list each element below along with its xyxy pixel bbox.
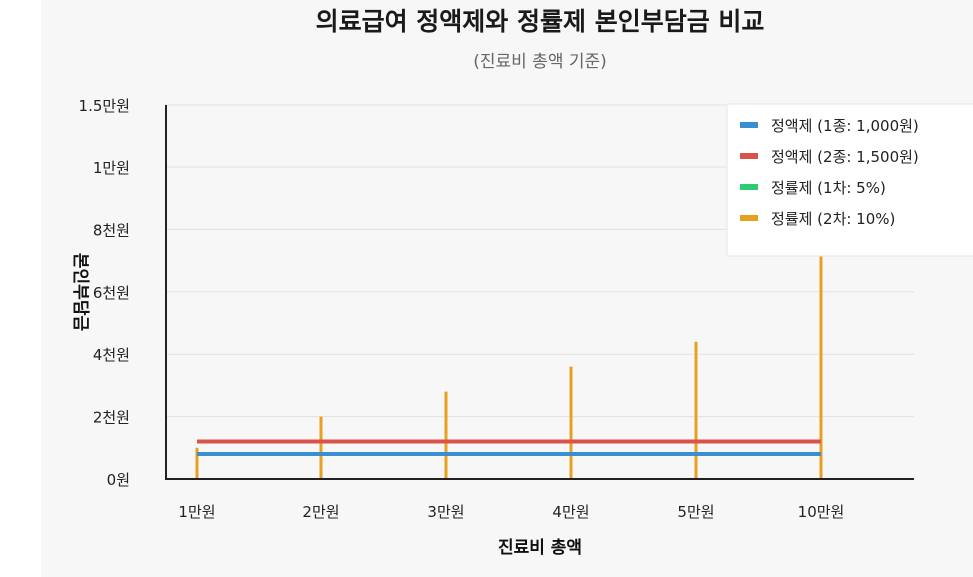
legend-swatch	[740, 153, 758, 159]
x-axis-title: 진료비 총액	[498, 538, 582, 558]
y-tick-label: 4천원	[93, 346, 130, 364]
legend-swatch	[740, 184, 758, 190]
chart-svg: 의료급여 정액제와 정률제 본인부담금 비교 (진료비 총액 기준) 0원 2천원…	[70, 7, 973, 558]
legend-label: 정액제 (1종: 1,000원)	[771, 117, 919, 135]
x-tick-label: 2만원	[302, 503, 339, 521]
legend: 정액제 (1종: 1,000원) 정액제 (2종: 1,500원) 정률제 (1차:…	[726, 103, 973, 257]
legend-swatch	[740, 122, 758, 128]
legend-label: 정률제 (2차: 10%)	[771, 210, 895, 228]
y-tick-label: 8천원	[93, 221, 130, 239]
bar-mark	[319, 416, 323, 479]
bar-mark	[694, 341, 698, 479]
y-tick-label: 2천원	[93, 409, 130, 427]
legend-swatch	[740, 215, 758, 221]
x-tick-label: 1만원	[178, 503, 215, 521]
bar-mark	[569, 366, 573, 479]
x-tick-labels: 1만원 2만원 3만원 4만원 5만원 10만원	[178, 503, 844, 521]
bar-mark	[444, 391, 448, 479]
y-tick-label: 1만원	[93, 159, 130, 177]
y-tick-label: 1.5만원	[79, 97, 130, 115]
chart-title: 의료급여 정액제와 정률제 본인부담금 비교	[316, 7, 765, 36]
bar-mark	[195, 447, 199, 479]
series-marks	[195, 167, 823, 479]
chart-subtitle: (진료비 총액 기준)	[473, 52, 607, 72]
grid-lines	[166, 104, 914, 418]
x-tick-label: 4만원	[552, 503, 589, 521]
legend-label: 정률제 (1차: 5%)	[771, 179, 886, 197]
bar-mark	[819, 167, 823, 479]
y-tick-labels: 0원 2천원 4천원 6천원 8천원 1만원 1.5만원	[79, 97, 130, 489]
y-tick-label: 6천원	[93, 284, 130, 302]
chart-panel: 의료급여 정액제와 정률제 본인부담금 비교 (진료비 총액 기준) 0원 2천원…	[41, 0, 973, 577]
x-tick-label: 3만원	[427, 503, 464, 521]
x-tick-label: 5만원	[677, 503, 714, 521]
legend-box	[726, 103, 973, 257]
y-tick-label: 0원	[107, 471, 130, 489]
x-tick-label: 10만원	[798, 503, 845, 521]
legend-label: 정액제 (2종: 1,500원)	[771, 148, 919, 166]
y-axis-title: 본인부담금	[70, 253, 90, 332]
